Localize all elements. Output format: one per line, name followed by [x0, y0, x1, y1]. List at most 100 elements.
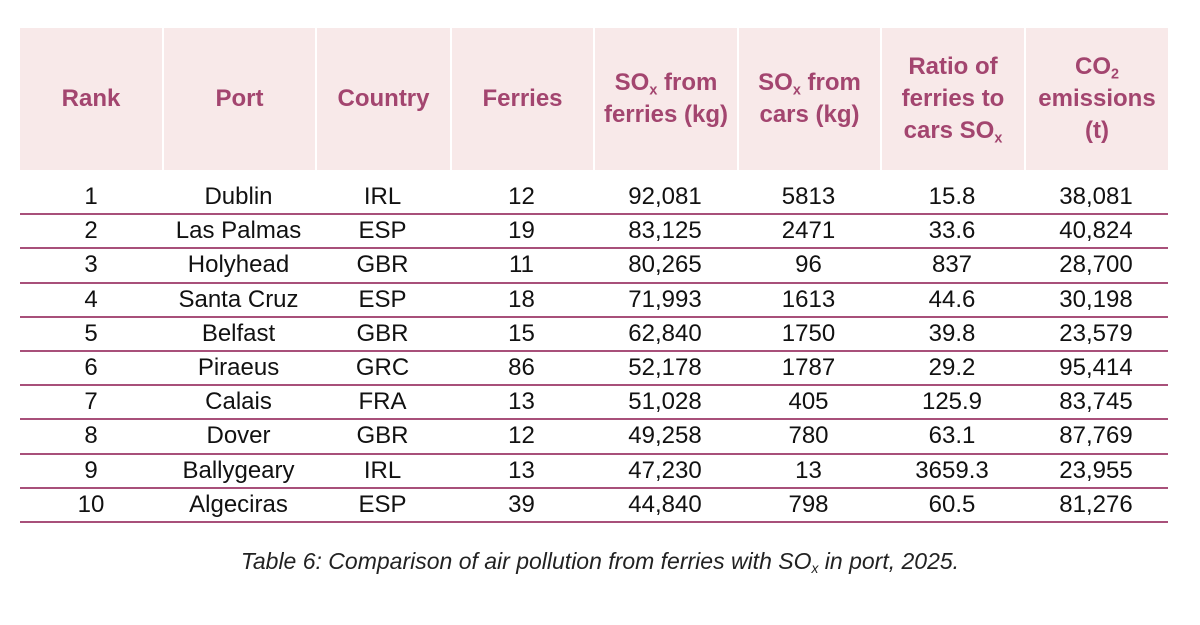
header-text: Country: [337, 85, 430, 112]
header-cell: SOx from cars (kg): [739, 28, 880, 170]
table-cell: FRA: [358, 388, 407, 416]
header-text: Ratio of ferries to cars SOx: [888, 51, 1018, 147]
table-cell: 3659.3: [915, 456, 989, 484]
row-rule: [20, 521, 1168, 523]
table-cell: 33.6: [928, 217, 976, 245]
header-text: Rank: [61, 85, 121, 112]
table-cell: 92,081: [628, 183, 702, 210]
table-cell: 5: [84, 319, 98, 347]
text-part: emissions (t): [1038, 85, 1156, 144]
table-cell: 44,840: [628, 490, 702, 518]
text-part: in port, 2025.: [818, 548, 960, 574]
header-text: SOx from ferries (kg): [601, 67, 731, 131]
table-cell: 1787: [781, 354, 836, 381]
table-cell: 44.6: [928, 285, 976, 313]
table-cell: 798: [788, 490, 829, 518]
rich-text: SOx from cars (kg): [758, 69, 861, 128]
row-rule: [20, 315, 1168, 318]
header-text: Port: [215, 85, 264, 112]
table-cell: 81,276: [1059, 490, 1133, 518]
header-cell: Port: [164, 28, 315, 170]
text-part: Ratio of ferries to cars SO: [901, 53, 1005, 144]
table-cell: 1: [84, 183, 98, 210]
table-cell: 95,414: [1059, 354, 1133, 381]
text-part: SO: [614, 69, 650, 96]
table-cell: 52,178: [628, 354, 702, 381]
table-cell: 39: [508, 490, 535, 518]
header-cell: CO2 emissions (t): [1026, 28, 1168, 170]
table-cell: 23,579: [1059, 319, 1133, 347]
table-cell: 2: [84, 217, 98, 245]
table-cell: 83,745: [1059, 388, 1133, 416]
table-cell: 71,993: [628, 285, 702, 313]
table-cell: 3: [84, 251, 98, 279]
table-cell: 13: [795, 456, 822, 484]
rich-text: Table 6: Comparison of air pollution fro…: [240, 548, 960, 576]
table-cell: Las Palmas: [175, 217, 302, 245]
rich-text: CO2 emissions (t): [1038, 53, 1155, 144]
table-cell: 83,125: [628, 217, 702, 245]
table-cell: 38,081: [1059, 183, 1133, 210]
table-cell: 12: [508, 183, 535, 210]
table-cell: 86: [508, 354, 535, 381]
row-rule: [20, 384, 1168, 387]
table-cell: GBR: [356, 422, 409, 450]
subscript: x: [649, 82, 658, 99]
table-cell: ESP: [358, 217, 407, 245]
table-cell: 15: [508, 319, 535, 347]
table-cell: 80,265: [628, 251, 702, 279]
table-cell: 1750: [781, 319, 836, 347]
table-cell: 2471: [781, 217, 836, 245]
table-cell: 47,230: [628, 456, 702, 484]
table-cell: 30,198: [1059, 285, 1133, 313]
table-cell: Dover: [206, 422, 271, 450]
table-cell: 4: [84, 285, 98, 313]
subscript: 2: [1110, 66, 1119, 83]
table-cell: 6: [84, 354, 98, 381]
table-cell: 13: [508, 456, 535, 484]
table-cell: 11: [509, 251, 534, 279]
table-cell: 49,258: [628, 422, 702, 450]
header-cell: Ferries: [452, 28, 593, 170]
header-text: CO2 emissions (t): [1032, 51, 1162, 147]
table-cell: Calais: [205, 388, 272, 416]
table-cell: 5813: [781, 183, 836, 210]
table-cell: IRL: [363, 183, 402, 210]
table-cell: Dublin: [204, 183, 273, 210]
table-cell: 19: [508, 217, 535, 245]
row-rule: [20, 213, 1168, 216]
table-cell: 23,955: [1059, 456, 1133, 484]
table-cell: Algeciras: [189, 490, 288, 518]
text-part: from ferries (kg): [603, 69, 729, 128]
text-part: from cars (kg): [759, 69, 861, 128]
row-rule: [20, 281, 1168, 284]
row-rule: [20, 350, 1168, 352]
row-rule: [20, 486, 1168, 489]
table-cell: 15.8: [928, 183, 976, 210]
row-rule: [20, 247, 1168, 250]
subscript: x: [994, 130, 1003, 147]
table-cell: 9: [84, 456, 98, 484]
table-cell: GBR: [356, 319, 409, 347]
text-part: Table 6: Comparison of air pollution fro…: [240, 548, 812, 574]
table-cell: 87,769: [1059, 422, 1133, 450]
rich-text: SOx from ferries (kg): [604, 69, 728, 128]
table-cell: 780: [788, 422, 829, 450]
table-cell: 13: [508, 388, 535, 416]
table-caption: Table 6: Comparison of air pollution fro…: [0, 548, 1200, 576]
header-cell: Ratio of ferries to cars SOx: [882, 28, 1024, 170]
table-cell: Holyhead: [187, 251, 290, 279]
header-cell: Country: [317, 28, 450, 170]
table-cell: GRC: [355, 354, 410, 381]
rich-text: Ratio of ferries to cars SOx: [901, 53, 1005, 147]
row-rule: [20, 418, 1168, 421]
table-cell: Ballygeary: [182, 456, 295, 484]
table-cell: 62,840: [628, 319, 702, 347]
table-cell: 125.9: [921, 388, 983, 416]
table-cell: 837: [931, 251, 973, 279]
table-cell: ESP: [358, 285, 407, 313]
table-cell: 1613: [781, 285, 836, 313]
text-part: CO: [1074, 53, 1111, 80]
row-rule: [20, 452, 1168, 455]
